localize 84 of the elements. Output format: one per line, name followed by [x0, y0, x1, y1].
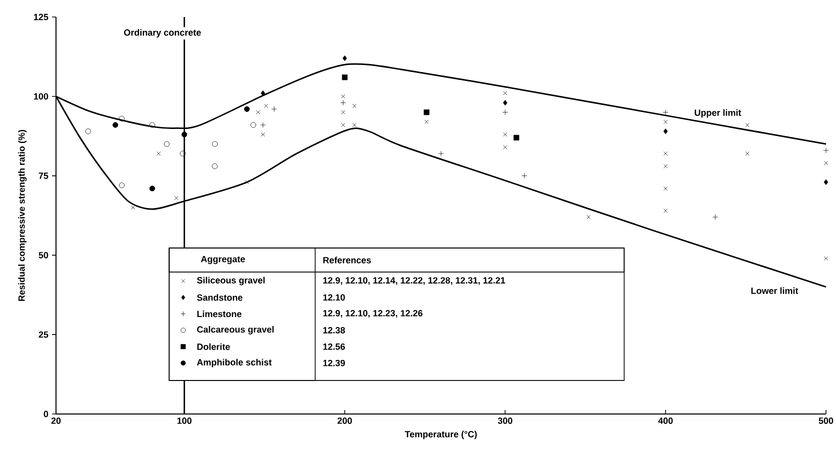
legend-label: Sandstone [197, 294, 242, 301]
x-tick-label: 200 [338, 418, 352, 424]
point [149, 122, 156, 128]
series-label: Lower limit [751, 287, 798, 294]
point [341, 122, 346, 128]
annotation: Ordinary concrete [124, 29, 201, 38]
point [118, 116, 125, 122]
x-tick-label: 400 [658, 418, 673, 424]
y-tick-label: 25 [38, 331, 48, 338]
point [156, 152, 161, 156]
point [352, 104, 356, 108]
point [503, 145, 508, 150]
legend-label: Siliceous gravel [197, 276, 265, 286]
point [149, 186, 156, 192]
point [180, 150, 186, 156]
point [745, 122, 750, 128]
point [662, 109, 668, 116]
y-tick-label: 50 [38, 252, 48, 258]
point [823, 148, 829, 154]
point [212, 163, 218, 170]
legend-label: Limestone [197, 310, 242, 318]
point [438, 150, 444, 156]
point [664, 208, 668, 213]
annotation: 12.10 [323, 294, 345, 301]
point [663, 128, 668, 134]
y-axis-title: Residual compressive strength ratio (%) [18, 130, 27, 301]
point [824, 256, 828, 260]
point [264, 104, 268, 108]
point [424, 109, 430, 116]
point [664, 164, 668, 168]
point [664, 186, 668, 191]
point [424, 120, 429, 124]
x-axis-title: Temperature (°C) [404, 430, 477, 440]
annotation: 12.9, 12.10, 12.23, 12.26 [323, 310, 422, 318]
annotation: 12.39 [323, 360, 345, 366]
point [112, 122, 118, 128]
y-tick-label: 0 [44, 410, 48, 418]
point [503, 132, 508, 137]
point [340, 100, 346, 106]
point [256, 110, 260, 114]
annotation: 12.38 [323, 327, 345, 334]
point [712, 214, 718, 220]
y-tick-label: 125 [34, 14, 48, 20]
point [664, 120, 668, 124]
x-tick-label: 20 [51, 418, 61, 424]
annotation: References [323, 256, 371, 264]
point [130, 206, 136, 210]
x-tick-label: 300 [498, 418, 512, 424]
annotation: 12.56 [323, 343, 345, 350]
legend-label: Dolerite [197, 343, 230, 350]
series-label: Upper limit [694, 109, 742, 118]
y-tick-label: 100 [34, 93, 48, 100]
point [352, 122, 356, 128]
legend-title: Aggregate [200, 256, 245, 264]
point [514, 134, 520, 140]
point [745, 152, 750, 156]
point [174, 196, 178, 200]
point [503, 91, 508, 96]
point [212, 141, 218, 147]
point [164, 141, 170, 147]
y-tick-label: 75 [38, 172, 48, 179]
legend-label: Amphibole schist [196, 358, 272, 368]
point [824, 161, 828, 166]
legend-label: Calcareous gravel [197, 326, 274, 334]
point [244, 180, 249, 184]
point [502, 109, 508, 116]
point [341, 110, 346, 114]
point [522, 172, 528, 179]
point [824, 179, 828, 185]
point [244, 106, 250, 112]
x-tick-label: 500 [818, 418, 834, 424]
point [342, 74, 348, 80]
point [85, 128, 91, 134]
point [260, 122, 266, 128]
point [118, 182, 125, 188]
annotation: 12.9, 12.10, 12.14, 12.22, 12.28, 12.31, 12.21 [323, 277, 506, 285]
point [341, 94, 346, 98]
point [271, 106, 277, 112]
x-tick-label: 100 [177, 418, 192, 424]
point [182, 132, 188, 138]
point [586, 215, 591, 220]
point [250, 122, 256, 128]
point [260, 132, 265, 137]
point [664, 152, 668, 156]
